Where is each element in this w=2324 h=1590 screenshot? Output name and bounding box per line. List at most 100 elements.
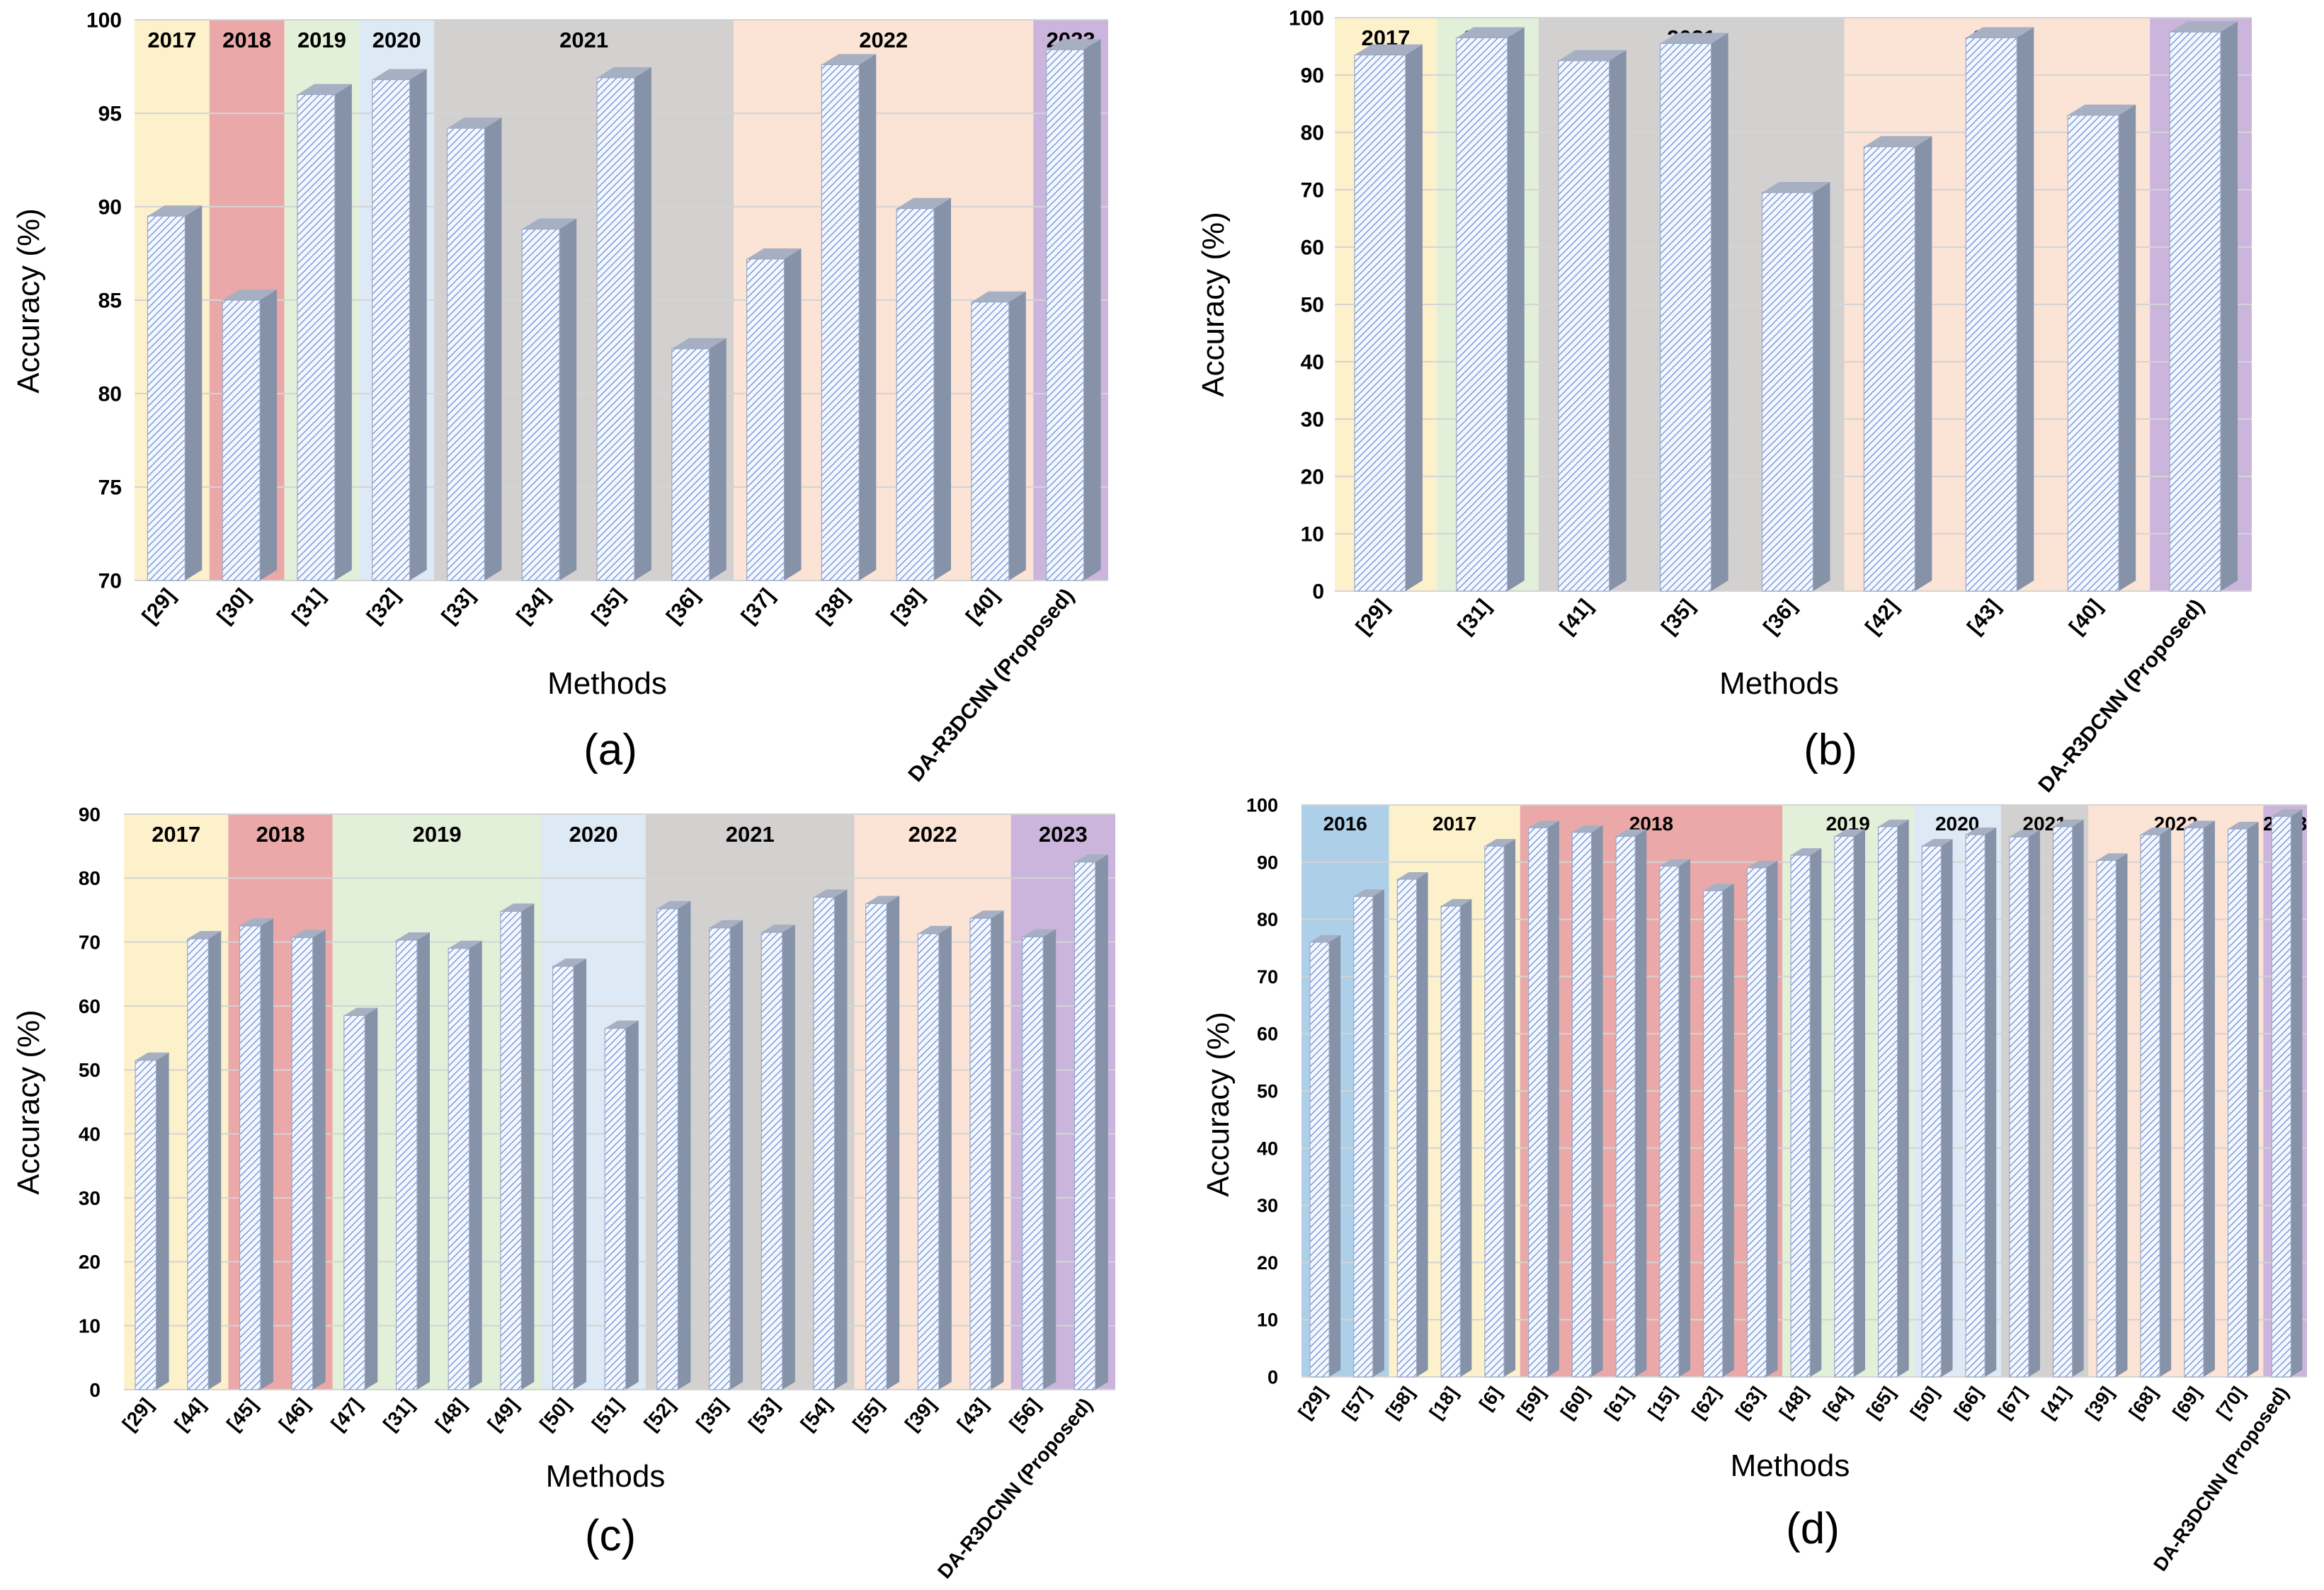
year-label: 2017	[1432, 813, 1476, 835]
bar	[896, 198, 952, 581]
y-tick-label: 80	[1257, 909, 1278, 930]
bar	[917, 925, 952, 1390]
year-label: 2022	[908, 822, 957, 847]
year-label: 2021	[726, 822, 775, 847]
x-tick-label: [31]	[287, 584, 330, 628]
x-axis-title: Methods	[547, 666, 667, 701]
y-tick-label: 70	[79, 931, 101, 953]
bar	[1863, 136, 1932, 592]
chart-panel-a: 2017201820192020202120222023707580859095…	[11, 9, 1108, 787]
bar	[2140, 828, 2172, 1378]
x-tick-label: [67]	[1993, 1383, 2030, 1423]
x-tick-label: [49]	[483, 1394, 523, 1435]
bar	[969, 910, 1004, 1390]
chart-panel-b: 2017201920212022202301020304050607080901…	[1196, 7, 2252, 797]
bar	[395, 932, 430, 1390]
x-tick-label: [46]	[275, 1394, 314, 1435]
bar	[1965, 27, 2034, 592]
bar	[239, 918, 273, 1390]
y-tick-label: 10	[1257, 1310, 1278, 1331]
x-tick-label: [37]	[737, 584, 780, 628]
bar	[1046, 39, 1101, 581]
y-tick-label: 0	[1312, 580, 1324, 604]
x-tick-label: [35]	[692, 1394, 731, 1435]
x-tick-label: [40]	[2065, 595, 2107, 639]
x-tick-label: [32]	[363, 584, 405, 628]
bar	[297, 84, 352, 581]
x-tick-label: [29]	[1294, 1383, 1331, 1423]
y-tick-label: 80	[98, 383, 122, 406]
bar	[971, 291, 1026, 581]
bar	[821, 54, 877, 581]
year-label: 2020	[372, 28, 421, 52]
bar	[343, 1007, 378, 1390]
x-tick-label: [48]	[431, 1394, 471, 1435]
y-axis-title: Accuracy (%)	[11, 1010, 46, 1195]
year-label: 2017	[147, 28, 196, 52]
bar	[1834, 829, 1865, 1378]
bar	[746, 248, 802, 581]
x-tick-label: DA-R3DCNN (Proposed)	[904, 584, 1078, 786]
year-label: 2022	[859, 28, 908, 52]
bar	[521, 218, 577, 581]
y-tick-label: 80	[79, 867, 101, 889]
bar	[2009, 830, 2040, 1378]
x-tick-label: [66]	[1950, 1383, 1987, 1423]
x-tick-label: [41]	[2037, 1383, 2074, 1423]
y-tick-label: 30	[79, 1187, 101, 1209]
year-label: 2018	[222, 28, 271, 52]
y-tick-label: 20	[1301, 466, 1324, 489]
bar	[552, 958, 587, 1390]
bar	[222, 290, 278, 581]
y-axis-title: Accuracy (%)	[11, 208, 46, 394]
x-tick-label: [33]	[438, 584, 480, 628]
y-tick-label: 0	[1268, 1366, 1278, 1388]
year-label: 2020	[569, 822, 618, 847]
bar	[761, 925, 795, 1390]
bar	[865, 896, 900, 1390]
bar	[2052, 819, 2084, 1378]
x-axis-title: Methods	[546, 1459, 666, 1494]
x-tick-label: [48]	[1775, 1383, 1812, 1423]
bar	[1022, 929, 1056, 1390]
bar	[1396, 872, 1428, 1378]
y-tick-label: 100	[86, 9, 122, 33]
x-tick-label: [65]	[1862, 1383, 1899, 1423]
bar	[2096, 853, 2128, 1378]
panel-letter: (c)	[585, 1511, 636, 1560]
x-tick-label: [62]	[1687, 1383, 1724, 1423]
bar	[1877, 819, 1909, 1378]
y-tick-label: 40	[79, 1123, 101, 1145]
x-tick-label: [55]	[848, 1394, 888, 1435]
y-tick-label: 50	[79, 1059, 101, 1081]
y-tick-label: 75	[98, 476, 122, 500]
y-tick-label: 10	[1301, 523, 1324, 547]
y-tick-label: 70	[98, 570, 122, 593]
bar	[2184, 820, 2215, 1378]
bar	[135, 1052, 169, 1390]
x-tick-label: [40]	[962, 584, 1004, 628]
chart-panel-d: 2016201720182019202020212022202301020304…	[1201, 794, 2307, 1574]
bar	[1528, 820, 1559, 1378]
y-tick-label: 100	[1289, 7, 1324, 30]
y-tick-label: 30	[1301, 408, 1324, 432]
bar	[1660, 33, 1728, 592]
panel-letter: (d)	[1786, 1504, 1840, 1553]
x-tick-label: [41]	[1556, 595, 1598, 639]
bar	[604, 1020, 639, 1390]
bar	[1073, 854, 1108, 1390]
x-tick-label: [44]	[170, 1394, 210, 1435]
x-tick-label: [70]	[2212, 1383, 2249, 1423]
y-tick-label: 30	[1257, 1195, 1278, 1216]
bar	[446, 118, 502, 581]
x-tick-label: [34]	[513, 584, 555, 628]
x-tick-label: [69]	[2168, 1383, 2205, 1423]
x-tick-label: [36]	[662, 584, 705, 628]
y-tick-label: 0	[89, 1379, 101, 1401]
y-tick-label: 60	[1301, 236, 1324, 260]
y-tick-label: 70	[1301, 179, 1324, 202]
y-tick-label: 20	[79, 1251, 101, 1273]
x-tick-label: [54]	[797, 1394, 836, 1435]
year-label: 2019	[297, 28, 346, 52]
